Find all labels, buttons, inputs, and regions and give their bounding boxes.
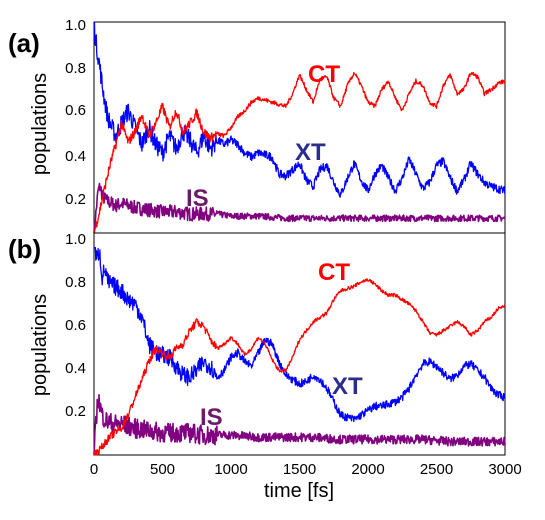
panel-b-xtick: 500 — [150, 461, 175, 478]
panel-b-xtick: 2500 — [420, 461, 453, 478]
panel-a-ylabel: populations — [29, 73, 51, 175]
panel-b-ytick: 1.0 — [65, 231, 86, 248]
panel-b-label: (b) — [8, 234, 41, 264]
panel-b-series-line-ct — [93, 278, 506, 456]
panel-a-series-label-is: IS — [186, 185, 209, 212]
panel-a-label: (a) — [8, 28, 40, 58]
panel-b-xtick: 3000 — [488, 461, 521, 478]
panel-b-series-label-xt: XT — [332, 373, 363, 400]
panel-b-xlabel: time [fs] — [264, 480, 334, 502]
panel-b-ytick: 0.8 — [65, 274, 86, 291]
panel-a-ytick: 1.0 — [65, 17, 86, 34]
panel-b: (b) populations 0.2 0.4 0.6 0.8 1.0 0 500… — [8, 231, 522, 502]
panel-a-plot-area — [93, 22, 506, 234]
panel-b-xtick: 2000 — [351, 461, 384, 478]
panel-b-frame — [93, 232, 506, 456]
panel-b-ytick: 0.4 — [65, 360, 86, 377]
panel-a-ytick: 0.6 — [65, 102, 86, 119]
panel-b-ytick: 0.2 — [65, 403, 86, 420]
panel-b-series-label-is: IS — [200, 404, 223, 431]
panel-a-series-line-ct — [93, 72, 506, 233]
panel-a-series-label-xt: XT — [295, 139, 326, 166]
panel-a-ytick: 0.8 — [65, 60, 86, 77]
panel-b-ytick: 0.6 — [65, 317, 86, 334]
panel-a: (a) populations 0.2 0.4 0.6 0.8 1.0 CT X… — [8, 17, 506, 234]
panel-b-xticks: 0 500 1000 1500 2000 2500 3000 — [90, 461, 522, 478]
panel-b-xtick: 0 — [90, 461, 98, 478]
panel-a-ytick: 0.4 — [65, 148, 86, 165]
panel-a-ytick: 0.2 — [65, 191, 86, 208]
panel-a-series-label-ct: CT — [308, 61, 340, 88]
panel-b-plot-area — [93, 246, 506, 456]
panel-b-series-label-ct: CT — [318, 259, 350, 286]
panel-a-series-line-is — [93, 182, 506, 234]
panel-a-series-line-xt — [93, 22, 506, 198]
panel-b-xtick: 1500 — [283, 461, 316, 478]
panel-b-series-line-xt — [93, 246, 506, 423]
panel-b-xtick: 1000 — [214, 461, 247, 478]
panel-b-series-line-is — [93, 394, 506, 456]
panel-a-frame — [93, 21, 506, 234]
panel-b-ylabel: populations — [29, 294, 51, 396]
